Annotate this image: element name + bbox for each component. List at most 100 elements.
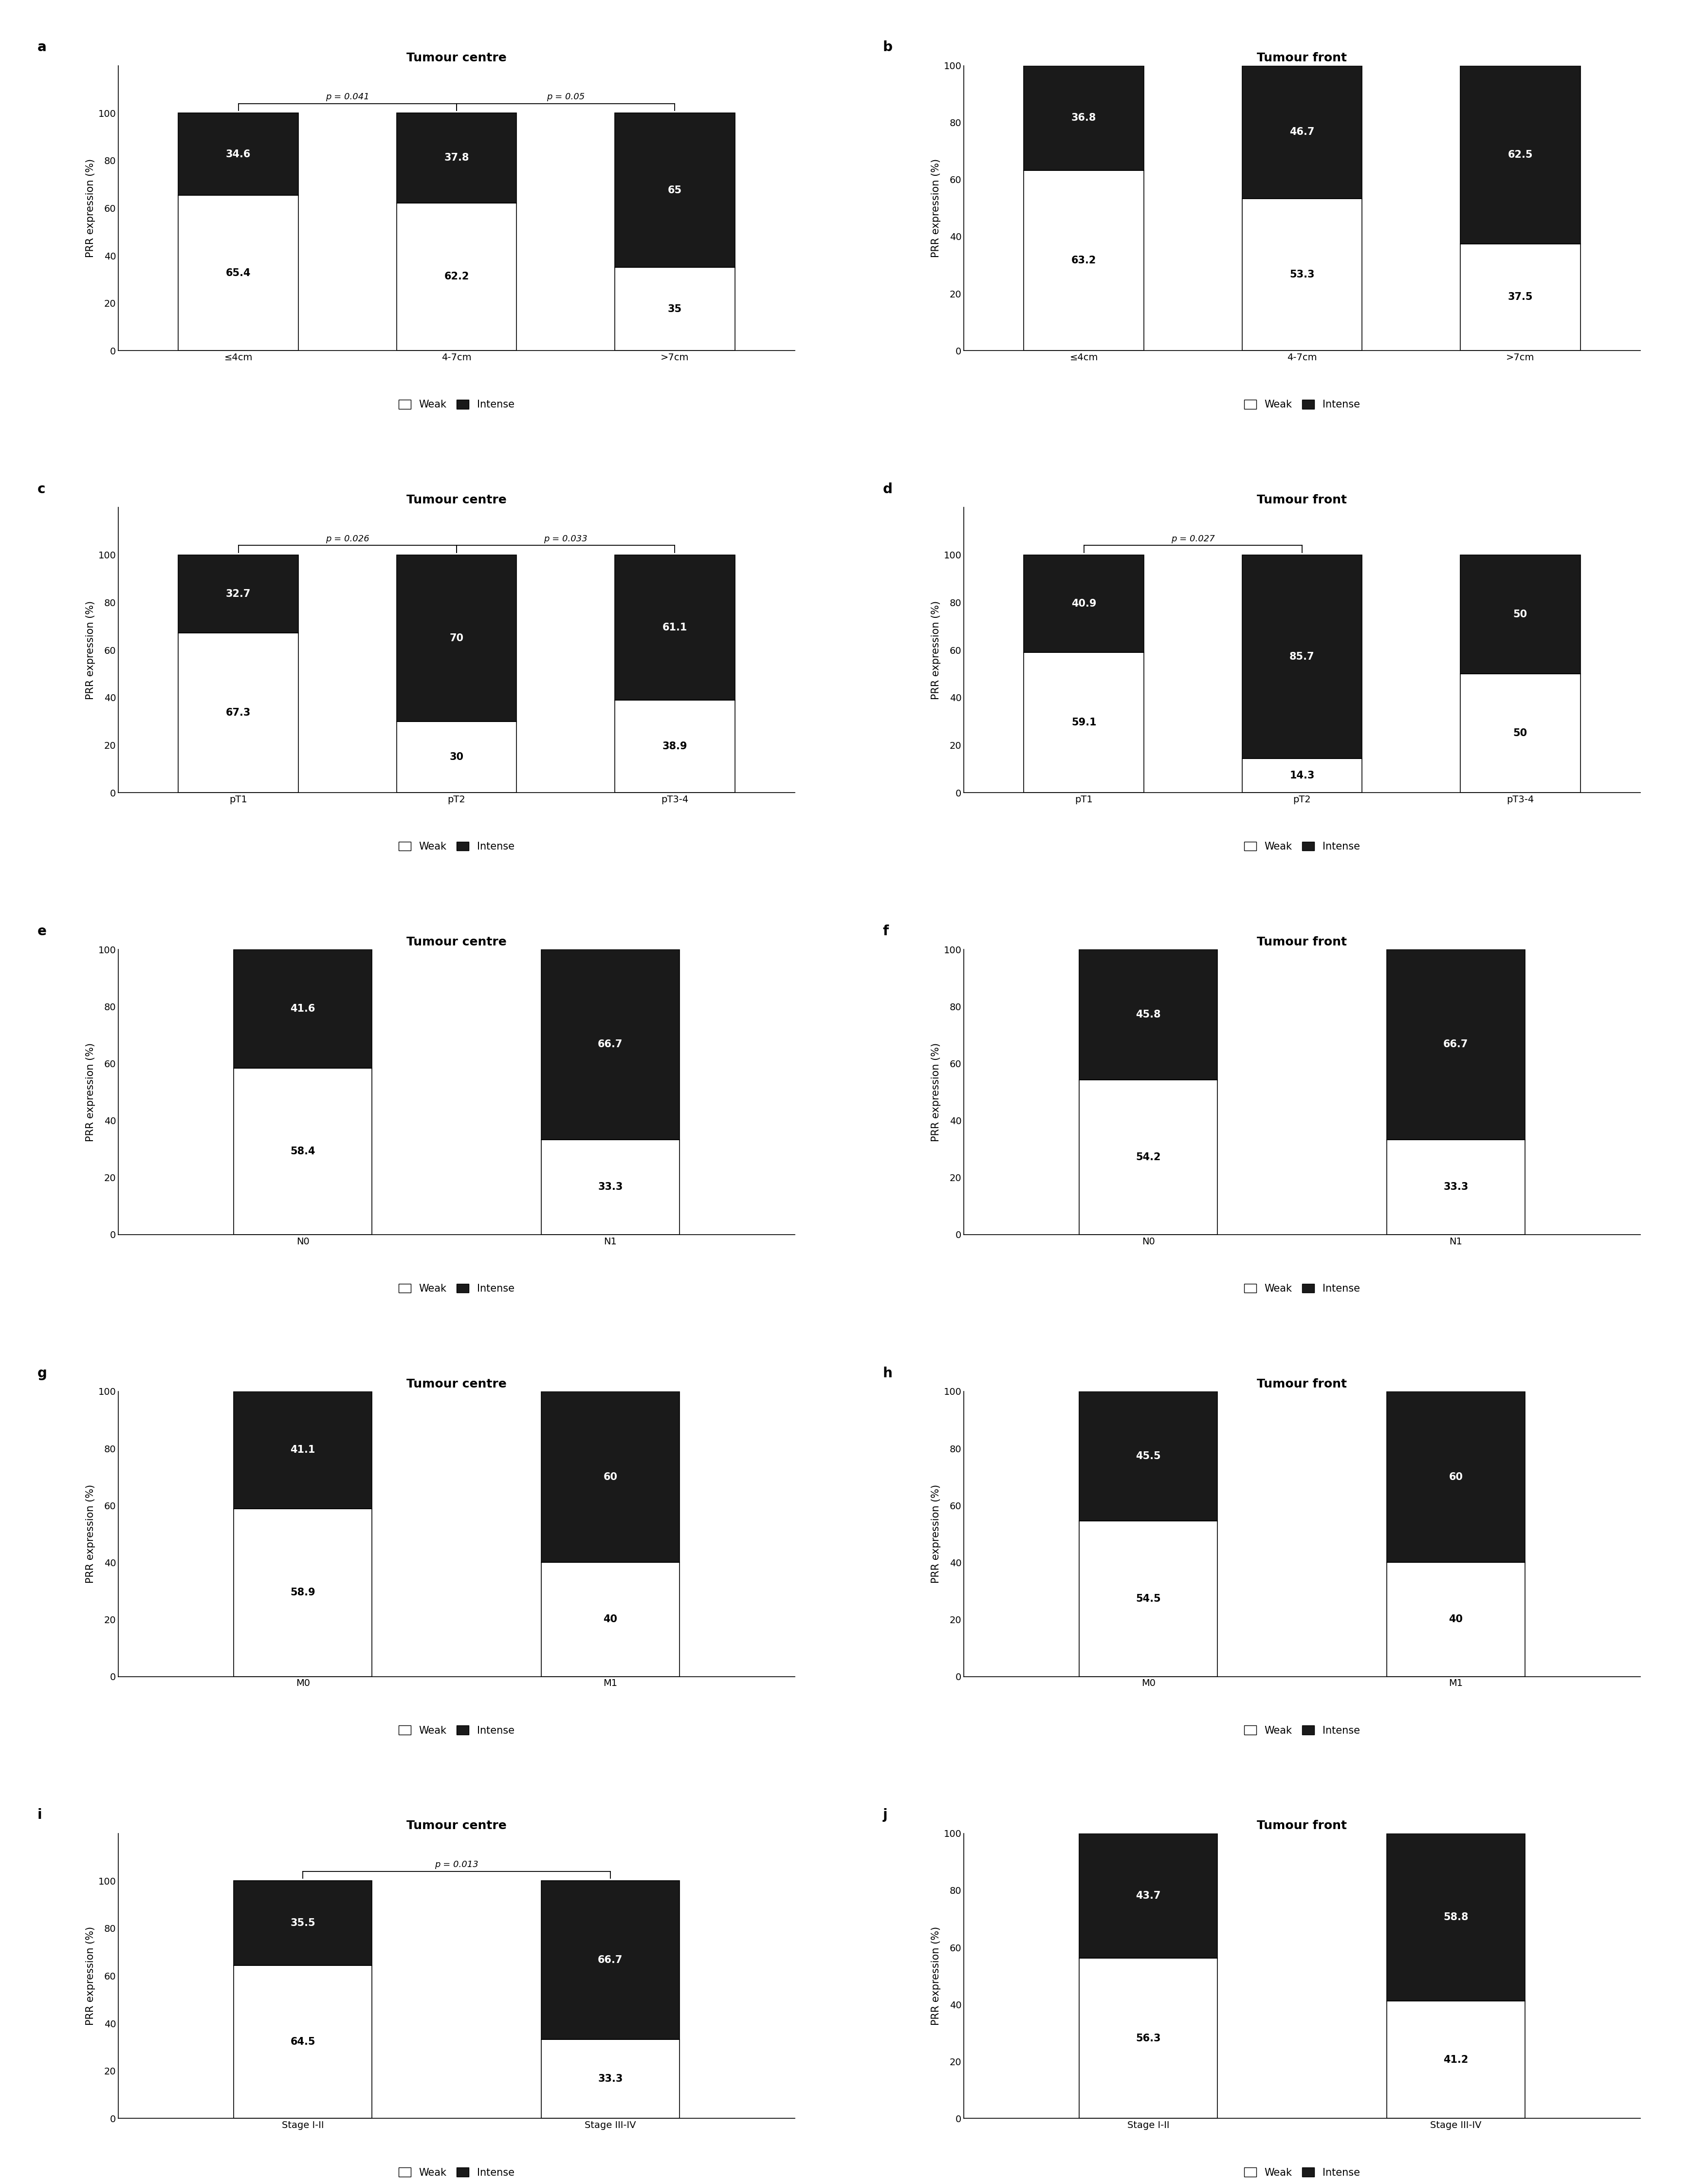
- Text: 62.2: 62.2: [445, 271, 468, 282]
- Text: 33.3: 33.3: [1444, 1182, 1468, 1192]
- Bar: [1387, 2001, 1525, 2118]
- Text: 66.7: 66.7: [1444, 1040, 1468, 1048]
- Bar: [397, 555, 516, 721]
- Text: 45.8: 45.8: [1136, 1009, 1162, 1020]
- Text: 36.8: 36.8: [1072, 114, 1096, 122]
- Text: 50: 50: [1513, 609, 1527, 620]
- Text: 54.5: 54.5: [1136, 1594, 1162, 1603]
- Text: 54.2: 54.2: [1136, 1153, 1162, 1162]
- Text: 40: 40: [1449, 1614, 1463, 1625]
- Title: Tumour front: Tumour front: [1256, 937, 1348, 948]
- Text: p = 0.026: p = 0.026: [326, 535, 369, 544]
- Text: i: i: [37, 1808, 42, 1821]
- Bar: [541, 1391, 680, 1562]
- Legend: Weak, Intense: Weak, Intense: [394, 839, 519, 856]
- Y-axis label: PRR expression (%): PRR expression (%): [86, 1926, 95, 2025]
- Text: 66.7: 66.7: [599, 1040, 622, 1048]
- Text: 45.5: 45.5: [1136, 1452, 1162, 1461]
- Text: p = 0.013: p = 0.013: [435, 1861, 479, 1870]
- Bar: [1387, 1562, 1525, 1677]
- Bar: [1387, 950, 1525, 1140]
- Text: 40.9: 40.9: [1072, 598, 1096, 609]
- Text: 70: 70: [450, 633, 463, 642]
- Bar: [541, 2040, 680, 2118]
- Bar: [541, 1140, 680, 1234]
- Bar: [541, 1880, 680, 2040]
- Bar: [178, 555, 298, 633]
- Text: 35: 35: [668, 304, 681, 314]
- Text: c: c: [37, 483, 46, 496]
- Y-axis label: PRR expression (%): PRR expression (%): [932, 1042, 940, 1142]
- Title: Tumour front: Tumour front: [1256, 1378, 1348, 1389]
- Text: 56.3: 56.3: [1136, 2033, 1162, 2042]
- Text: g: g: [37, 1367, 47, 1380]
- Bar: [178, 633, 298, 793]
- Text: 30: 30: [450, 751, 463, 762]
- Bar: [1243, 66, 1361, 199]
- Y-axis label: PRR expression (%): PRR expression (%): [86, 1042, 95, 1142]
- Text: 67.3: 67.3: [227, 708, 250, 719]
- Text: 38.9: 38.9: [663, 743, 687, 751]
- Text: d: d: [883, 483, 893, 496]
- Text: 85.7: 85.7: [1290, 653, 1314, 662]
- Text: 37.8: 37.8: [445, 153, 468, 164]
- Bar: [1461, 66, 1581, 245]
- Bar: [1461, 245, 1581, 352]
- Text: 60: 60: [604, 1472, 617, 1481]
- Text: p = 0.041: p = 0.041: [326, 92, 369, 100]
- Bar: [1079, 1832, 1218, 1957]
- Text: 58.4: 58.4: [291, 1147, 316, 1155]
- Text: p = 0.05: p = 0.05: [546, 92, 585, 100]
- Title: Tumour front: Tumour front: [1256, 1819, 1348, 1832]
- Bar: [1079, 950, 1218, 1081]
- Text: 41.6: 41.6: [291, 1005, 315, 1013]
- Title: Tumour centre: Tumour centre: [406, 52, 507, 63]
- Text: 50: 50: [1513, 727, 1527, 738]
- Bar: [233, 1068, 372, 1234]
- Legend: Weak, Intense: Weak, Intense: [1240, 1721, 1365, 1741]
- Legend: Weak, Intense: Weak, Intense: [394, 2164, 519, 2182]
- Bar: [1243, 555, 1361, 758]
- Bar: [233, 1966, 372, 2118]
- Title: Tumour centre: Tumour centre: [406, 494, 507, 507]
- Y-axis label: PRR expression (%): PRR expression (%): [932, 159, 940, 258]
- Bar: [233, 1509, 372, 1677]
- Text: 41.1: 41.1: [291, 1446, 315, 1455]
- Bar: [1387, 1391, 1525, 1562]
- Text: 59.1: 59.1: [1072, 719, 1096, 727]
- Bar: [178, 114, 298, 194]
- Bar: [233, 1880, 372, 1966]
- Legend: Weak, Intense: Weak, Intense: [1240, 2164, 1365, 2182]
- Text: 60: 60: [1449, 1472, 1463, 1481]
- Title: Tumour centre: Tumour centre: [406, 1819, 507, 1832]
- Text: b: b: [883, 41, 893, 55]
- Bar: [1023, 66, 1143, 170]
- Text: 34.6: 34.6: [227, 149, 250, 159]
- Text: p = 0.033: p = 0.033: [545, 535, 587, 544]
- Bar: [541, 950, 680, 1140]
- Text: 46.7: 46.7: [1290, 127, 1314, 138]
- Bar: [1023, 555, 1143, 653]
- Bar: [397, 114, 516, 203]
- Bar: [397, 203, 516, 352]
- Text: e: e: [37, 924, 46, 939]
- Bar: [233, 950, 372, 1068]
- Bar: [1023, 170, 1143, 352]
- Text: p = 0.027: p = 0.027: [1172, 535, 1214, 544]
- Y-axis label: PRR expression (%): PRR expression (%): [86, 159, 95, 258]
- Text: h: h: [883, 1367, 893, 1380]
- Text: 43.7: 43.7: [1136, 1891, 1160, 1900]
- Text: 35.5: 35.5: [291, 1918, 316, 1928]
- Text: 33.3: 33.3: [599, 2075, 622, 2084]
- Legend: Weak, Intense: Weak, Intense: [1240, 839, 1365, 856]
- Bar: [1079, 1520, 1218, 1677]
- Legend: Weak, Intense: Weak, Intense: [394, 395, 519, 413]
- Bar: [1461, 555, 1581, 675]
- Title: Tumour centre: Tumour centre: [406, 937, 507, 948]
- Text: j: j: [883, 1808, 888, 1821]
- Y-axis label: PRR expression (%): PRR expression (%): [86, 1485, 95, 1583]
- Text: 63.2: 63.2: [1072, 256, 1096, 266]
- Text: 61.1: 61.1: [663, 622, 687, 633]
- Legend: Weak, Intense: Weak, Intense: [394, 1280, 519, 1297]
- Text: 37.5: 37.5: [1508, 293, 1532, 301]
